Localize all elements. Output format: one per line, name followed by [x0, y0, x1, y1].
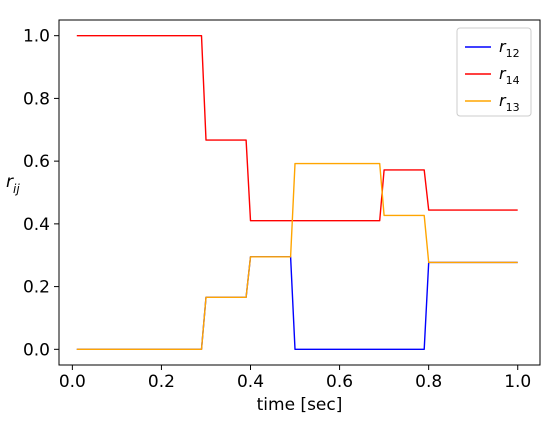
legend-label-r13: r13 — [499, 91, 520, 114]
series-line-r13 — [76, 162, 518, 350]
x-tick-label: 0.0 — [59, 372, 86, 392]
ticks-layer: 0.0 0.2 0.4 0.6 0.8 1.0 0.0 0.2 0.4 0.6 0.8 1.0 — [23, 27, 531, 392]
y-axis-label: rij — [6, 172, 20, 196]
plot-frame — [58, 19, 541, 366]
legend: r12 r14 r13 — [456, 27, 532, 117]
x-tick-label: 0.8 — [415, 372, 442, 392]
x-tick-label: 0.2 — [148, 372, 175, 392]
series-line-r14 — [76, 35, 518, 222]
legend-label-r12: r12 — [499, 37, 520, 60]
legend-label-r14: r14 — [499, 64, 520, 87]
x-tick-label: 0.4 — [237, 372, 264, 392]
series-line-r12 — [76, 256, 518, 350]
y-tick-label: 0.8 — [23, 89, 50, 109]
x-axis-label: time [sec] — [257, 395, 343, 415]
y-tick-label: 0.6 — [23, 152, 50, 172]
y-axis-label-sub: ij — [13, 182, 20, 196]
legend-box — [456, 27, 532, 117]
x-tick-label: 0.6 — [326, 372, 353, 392]
y-tick-label: 0.0 — [23, 340, 50, 360]
y-axis-label-main: r — [6, 172, 14, 192]
y-tick-label: 0.4 — [23, 215, 50, 235]
series-layer — [76, 35, 518, 350]
y-tick-label: 1.0 — [23, 27, 50, 47]
x-tick-label: 1.0 — [504, 372, 531, 392]
y-tick-label: 0.2 — [23, 278, 50, 298]
